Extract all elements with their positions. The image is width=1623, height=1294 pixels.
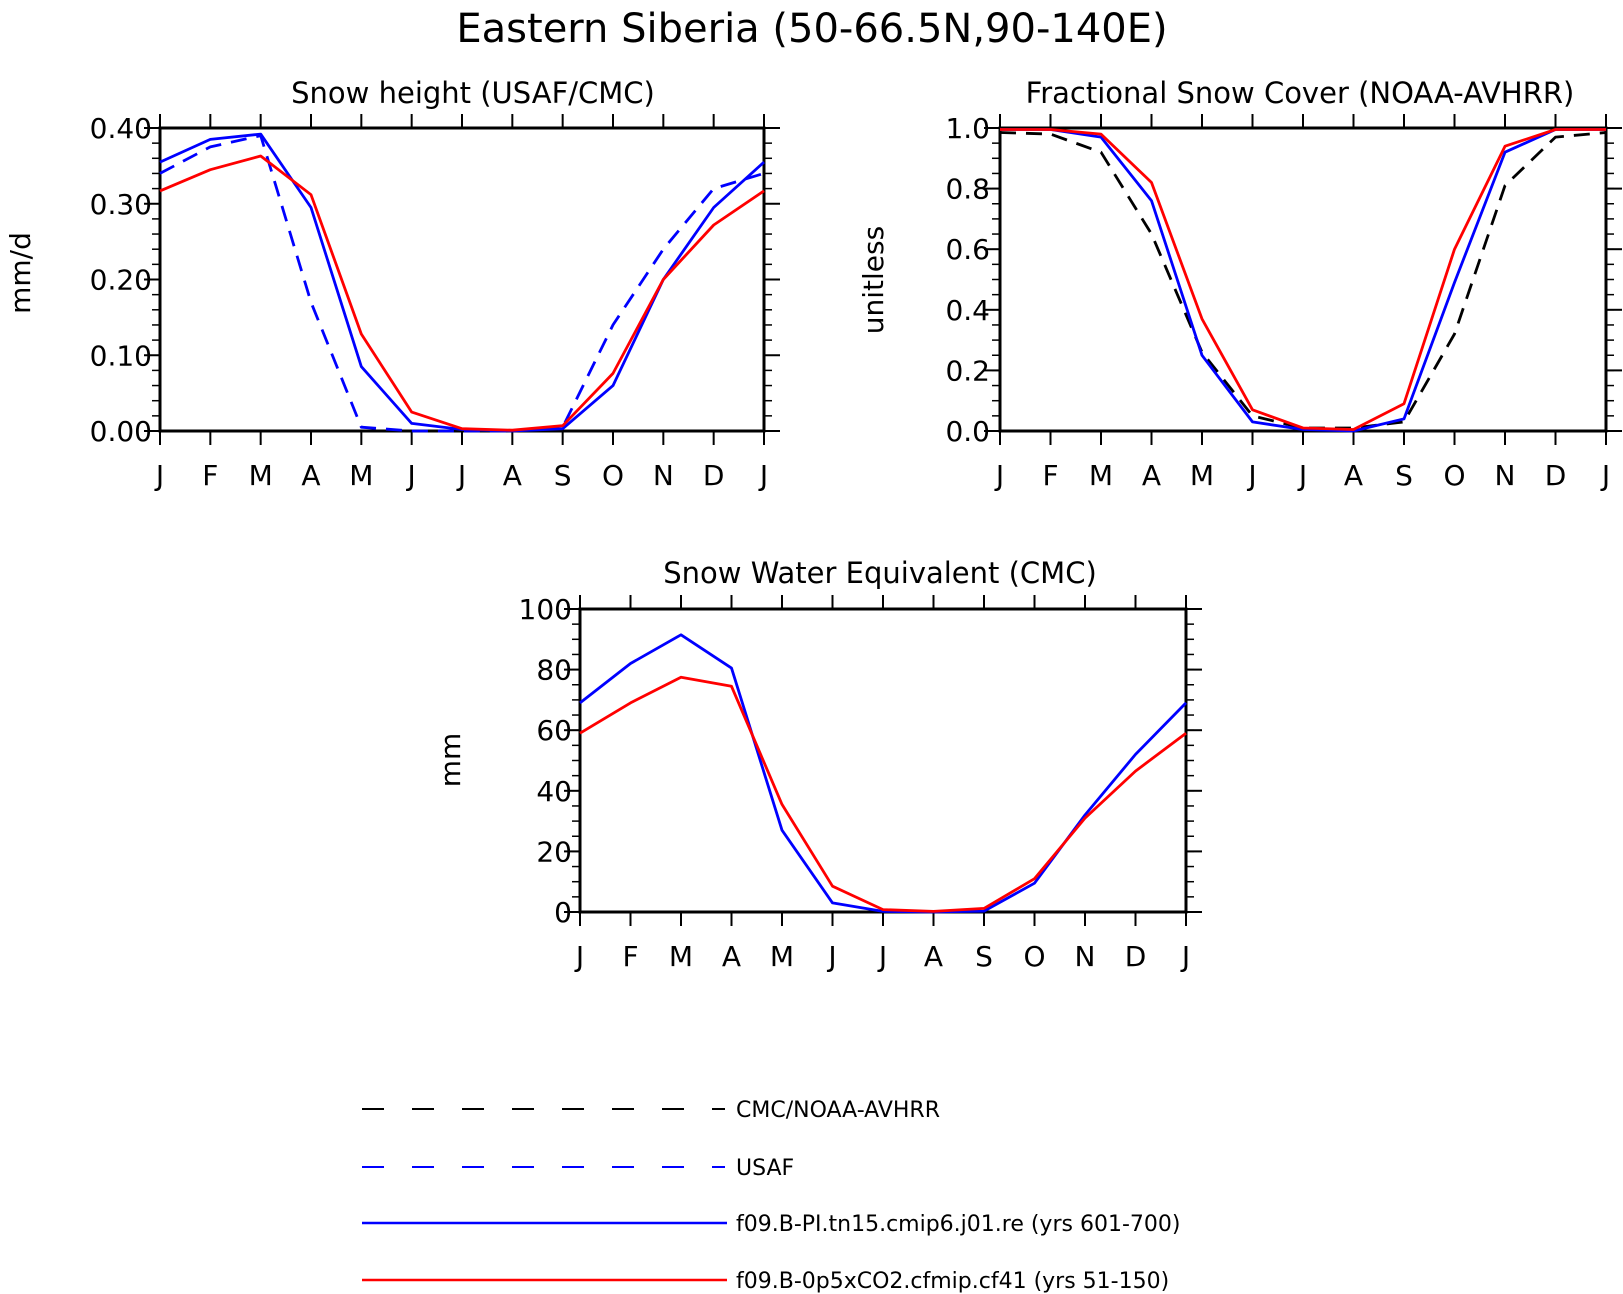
y-tick-label-snow-height: 0.30	[90, 188, 152, 221]
x-tick-label-swe: J	[877, 940, 887, 973]
legend-label-0p5xco2: f09.B-0p5xCO2.cfmip.cf41 (yrs 51-150)	[736, 1269, 1169, 1294]
y-axis-label-snow-cover: unitless	[857, 226, 890, 334]
legend-label-pi: f09.B-PI.tn15.cmip6.j01.re (yrs 601-700)	[736, 1212, 1180, 1237]
x-tick-label-snow-cover: A	[1344, 459, 1363, 492]
y-tick-label-snow-height: 0.00	[90, 415, 152, 448]
series-line-snow-height-2	[159, 154, 765, 432]
x-tick-label-swe: J	[826, 940, 836, 973]
x-tick-label-snow-cover: J	[1246, 459, 1256, 492]
x-tick-label-swe: O	[1023, 940, 1045, 973]
x-tick-label-snow-height: J	[758, 459, 768, 492]
x-tick-label-snow-cover: M	[1190, 459, 1214, 492]
x-tick-label-snow-height: O	[602, 459, 624, 492]
x-tick-label-swe: A	[924, 940, 943, 973]
figure-title: Eastern Siberia (50-66.5N,90-140E)	[456, 6, 1167, 52]
y-tick-label-snow-cover: 0.2	[945, 354, 990, 387]
x-tick-label-swe: M	[770, 940, 794, 973]
x-tick-label-snow-height: J	[406, 459, 416, 492]
y-tick-label-swe: 20	[536, 835, 572, 868]
x-tick-label-swe: D	[1125, 940, 1147, 973]
legend: CMC/NOAA-AVHRR USAF f09.B-PI.tn15.cmip6.…	[362, 1098, 1180, 1294]
y-tick-label-snow-cover: 0.0	[945, 415, 990, 448]
series-line-swe-0	[579, 633, 1187, 914]
y-tick-label-snow-height: 0.10	[90, 339, 152, 372]
series-line-snow-height-1	[159, 132, 765, 433]
x-tick-label-snow-height: A	[301, 459, 320, 492]
x-tick-label-snow-cover: M	[1089, 459, 1113, 492]
x-tick-label-swe: J	[1180, 940, 1190, 973]
x-tick-label-snow-cover: S	[1395, 459, 1413, 492]
x-tick-label-snow-height: S	[554, 459, 572, 492]
y-tick-label-snow-cover: 1.0	[945, 112, 990, 145]
y-tick-label-snow-cover: 0.8	[945, 173, 990, 206]
x-tick-label-swe: F	[622, 940, 638, 973]
y-tick-label-snow-height: 0.20	[90, 264, 152, 297]
x-tick-label-snow-height: J	[154, 459, 164, 492]
legend-label-usaf: USAF	[736, 1156, 794, 1181]
y-axis-label-snow-height: mm/d	[4, 232, 37, 314]
series-line-snow-cover-1	[1000, 128, 1606, 433]
x-tick-label-snow-cover: D	[1545, 459, 1567, 492]
x-tick-label-snow-cover: F	[1042, 459, 1058, 492]
legend-label-cmc-noaa: CMC/NOAA-AVHRR	[736, 1098, 940, 1123]
x-tick-label-snow-height: N	[653, 459, 674, 492]
x-tick-label-snow-height: D	[703, 459, 725, 492]
x-tick-label-snow-height: M	[249, 459, 273, 492]
x-tick-label-swe: A	[722, 940, 741, 973]
panel-title-snow-height: Snow height (USAF/CMC)	[291, 76, 655, 110]
panel-title-snow-cover: Fractional Snow Cover (NOAA-AVHRR)	[1026, 76, 1575, 110]
x-tick-label-snow-height: F	[202, 459, 218, 492]
x-tick-label-snow-cover: J	[1600, 459, 1610, 492]
x-tick-label-swe: N	[1075, 940, 1096, 973]
y-tick-label-snow-height: 0.40	[90, 112, 152, 145]
x-tick-label-swe: J	[574, 940, 584, 973]
panel-snow-cover: Fractional Snow Cover (NOAA-AVHRR) unitl…	[857, 76, 1622, 492]
panel-title-swe: Snow Water Equivalent (CMC)	[663, 556, 1097, 590]
series-line-swe-1	[579, 675, 1187, 913]
y-tick-label-swe: 60	[536, 714, 572, 747]
y-tick-label-swe: 0	[554, 896, 572, 929]
plot-frame-snow-cover	[998, 126, 1608, 433]
y-axis-label-swe: mm	[434, 733, 467, 788]
plot-frame-snow-height	[158, 126, 766, 433]
x-tick-label-swe: S	[975, 940, 993, 973]
x-tick-label-snow-height: M	[349, 459, 373, 492]
x-tick-label-snow-height: A	[503, 459, 522, 492]
x-tick-label-snow-cover: J	[994, 459, 1004, 492]
x-tick-label-snow-cover: A	[1142, 459, 1161, 492]
plot-frame-swe	[578, 607, 1188, 914]
y-tick-label-swe: 100	[519, 593, 572, 626]
series-line-snow-height-0	[159, 134, 765, 433]
series-line-snow-cover-2	[1000, 128, 1606, 431]
x-tick-label-swe: M	[669, 940, 693, 973]
x-tick-label-snow-cover: N	[1495, 459, 1516, 492]
y-tick-label-swe: 40	[536, 775, 572, 808]
y-tick-label-swe: 80	[536, 654, 572, 687]
y-tick-label-snow-cover: 0.6	[945, 233, 990, 266]
x-tick-label-snow-height: J	[456, 459, 466, 492]
x-tick-label-snow-cover: J	[1297, 459, 1307, 492]
x-tick-label-snow-cover: O	[1443, 459, 1465, 492]
y-tick-label-snow-cover: 0.4	[945, 294, 990, 327]
series-line-snow-cover-0	[999, 131, 1607, 430]
